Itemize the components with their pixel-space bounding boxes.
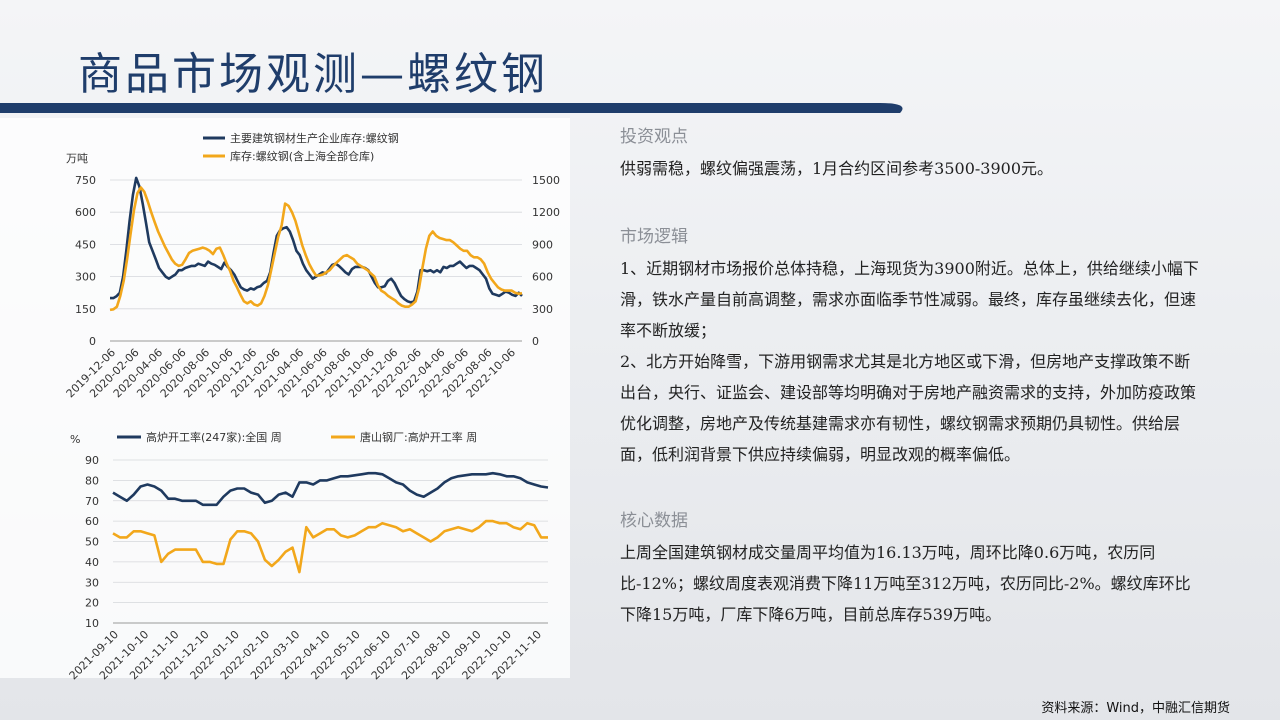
chart2-ytick-left: 70 [85,495,99,508]
legend-label-series1: 高炉开工率(247家):全国 周 [146,430,282,444]
analysis-column: 投资观点 供弱需稳，螺纹偏强震荡，1月合约区间参考3500-3900元。 市场逻… [620,122,1200,630]
chart1-legend: 主要建筑钢材生产企业库存:螺纹钢 库存:螺纹钢(含上海全部仓库) [203,131,399,163]
chart1-series-line-2 [109,186,523,312]
chart1-series-line-1 [110,176,523,304]
chart1-ytick-right: 900 [532,238,553,251]
chart2-legend: 高炉开工率(247家):全国 周 唐山钢厂:高炉开工率 周 [117,430,477,444]
chart2-ytick-left: 60 [85,515,99,528]
chart2-ytick-left: 40 [85,556,99,569]
inventory-chart: 主要建筑钢材生产企业库存:螺纹钢 库存:螺纹钢(含上海全部仓库) 万吨 0 150… [64,131,560,400]
legend-label-series1: 主要建筑钢材生产企业库存:螺纹钢 [230,131,399,145]
chart1-ytick-right: 600 [532,271,553,284]
title-underline-band [0,103,903,113]
chart1-ytick-left: 750 [75,174,96,187]
page-title: 商品市场观测—螺纹钢 [78,49,548,100]
section-title-core-data: 核心数据 [620,511,688,531]
chart1-ytick-left: 150 [75,303,96,316]
legend-label-series2: 库存:螺纹钢(含上海全部仓库) [230,149,374,163]
chart2-ytick-left: 30 [85,576,99,589]
chart1-ytick-right: 0 [532,335,539,348]
chart1-ytick-left: 0 [89,335,96,348]
chart1-ytick-right: 300 [532,303,553,316]
investment-view-text: 供弱需稳，螺纹偏强震荡，1月合约区间参考3500-3900元。 [620,159,1054,178]
blast-furnace-chart: 高炉开工率(247家):全国 周 唐山钢厂:高炉开工率 周 % 10 20 30 40… [67,430,549,682]
chart2-ytick-left: 80 [85,474,99,487]
data-source-note: 资料来源：Wind，中融汇信期货 [1041,701,1230,716]
market-logic-point-1: 1、近期钢材市场报价总体持稳，上海现货为3900附近。总体上，供给继续小幅下滑，… [620,259,1199,340]
chart2-left-unit: % [70,433,80,446]
chart2-series-line-1 [112,471,549,507]
market-logic-point-2: 2、北方开始降雪，下游用钢需求尤其是北方地区或下滑，但房地产支撑政策不断出台，央… [620,352,1197,464]
chart2-ytick-left: 10 [85,617,99,630]
chart2-ytick-left: 50 [85,536,99,549]
section-title-investment: 投资观点 [620,127,688,147]
chart1-ytick-right: 1200 [532,206,560,219]
chart1-left-unit: 万吨 [66,152,88,165]
chart1-ytick-right: 1500 [532,174,560,187]
chart1-ytick-left: 450 [75,238,96,251]
chart2-series-line-2 [112,519,548,574]
legend-label-series2: 唐山钢厂:高炉开工率 周 [360,430,477,444]
core-data-text: 上周全国建筑钢材成交量周平均值为16.13万吨，周环比降0.6万吨，农历同比-1… [620,543,1191,624]
chart2-ytick-left: 90 [85,454,99,467]
section-title-logic: 市场逻辑 [620,227,688,247]
chart1-ytick-left: 600 [75,206,96,219]
chart2-ytick-left: 20 [85,597,99,610]
chart1-ytick-left: 300 [75,271,96,284]
